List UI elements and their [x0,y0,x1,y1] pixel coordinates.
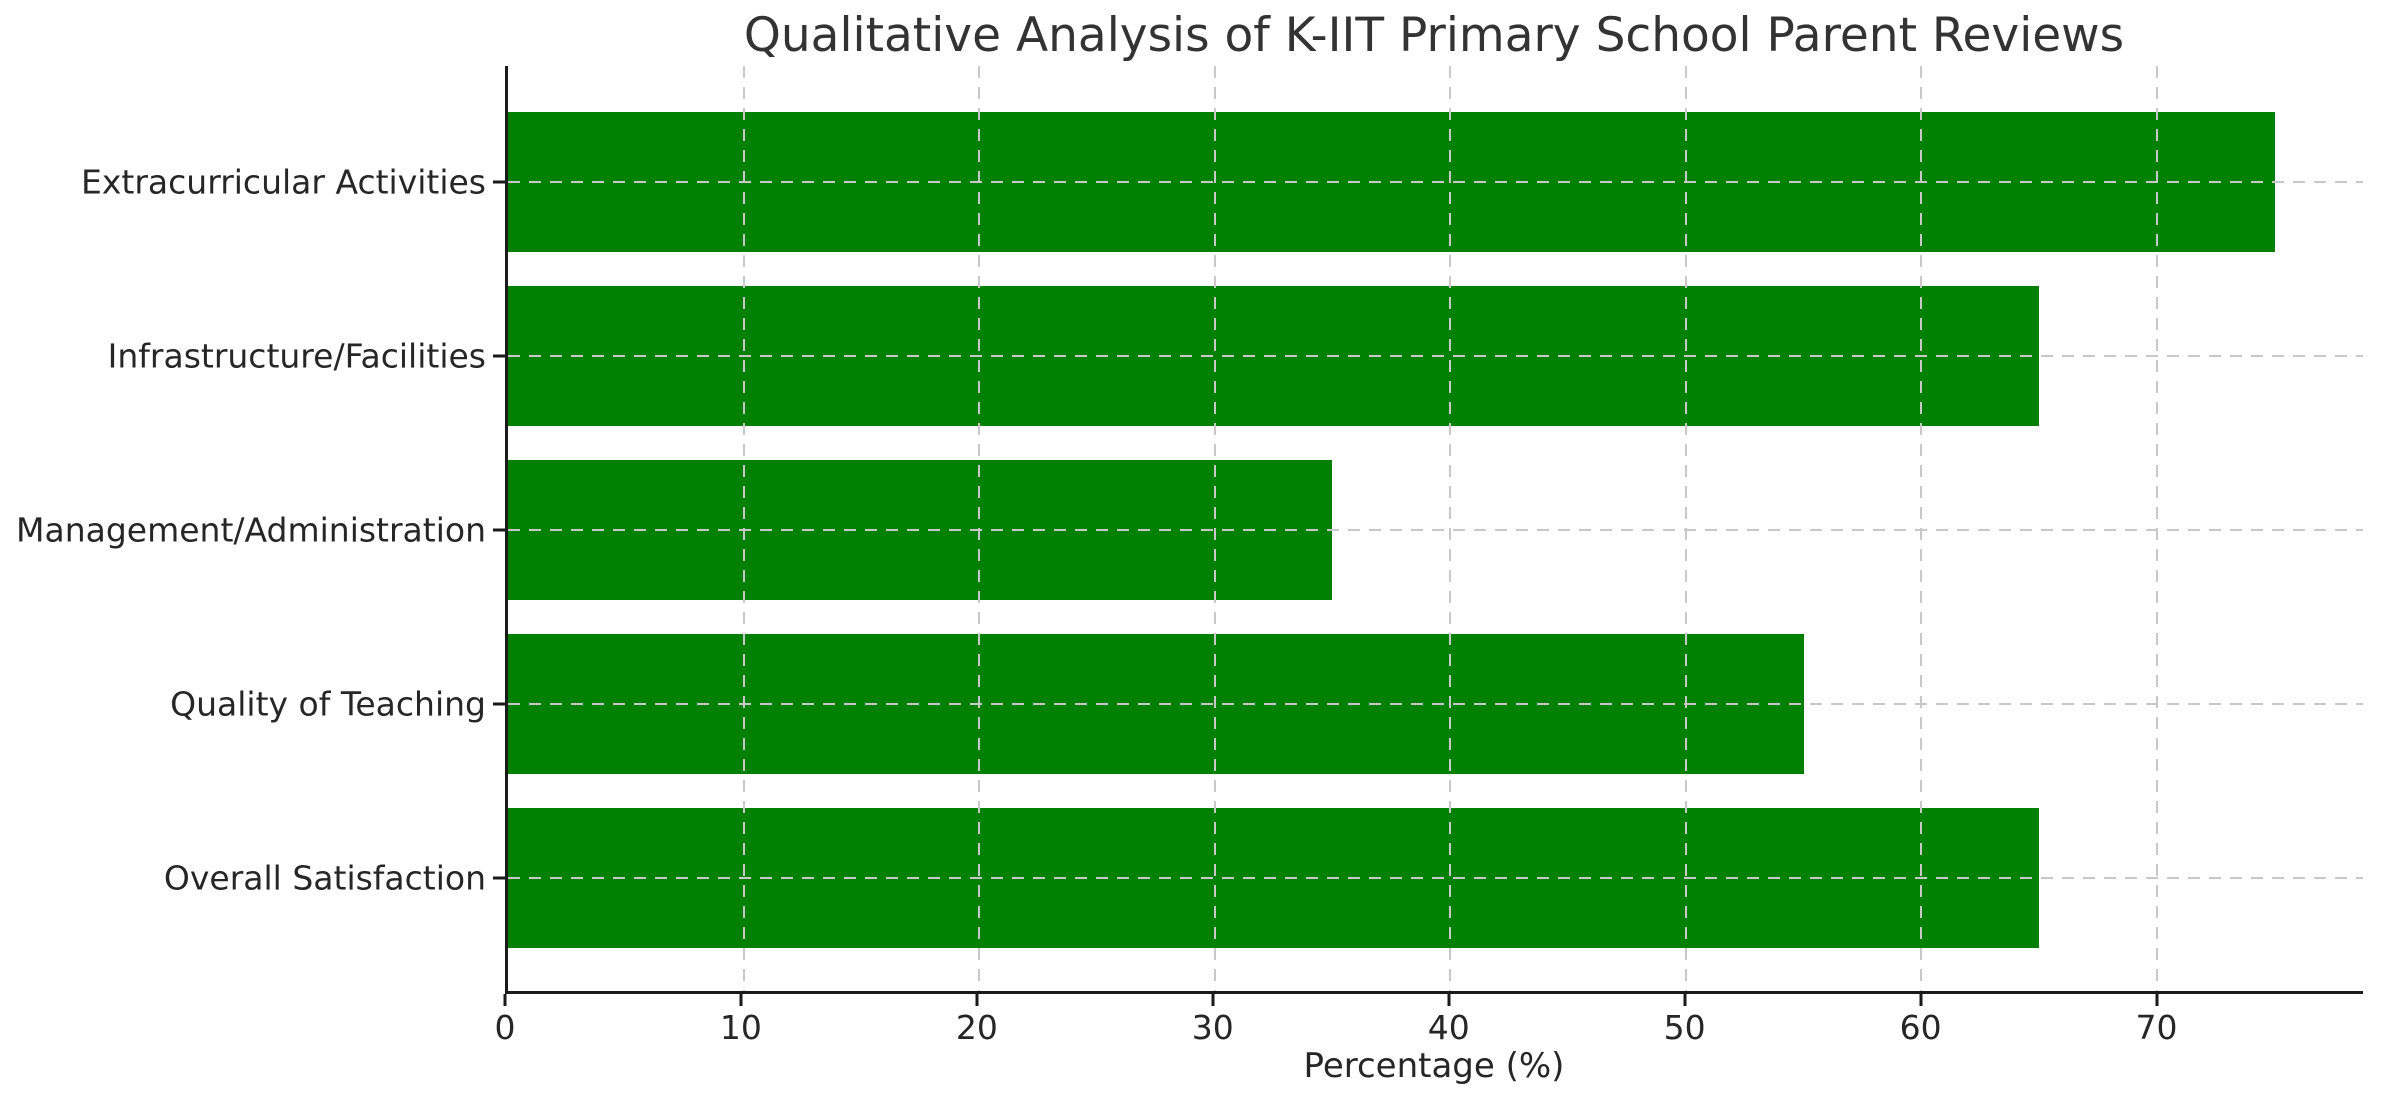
y-category-label-0: Extracurricular Activities [81,162,486,202]
gridline-x-60 [1920,66,1923,991]
chart-title: Qualitative Analysis of K-IIT Primary Sc… [743,8,2125,63]
x-tick-mark-40 [1447,994,1451,1006]
y-category-label-1: Infrastructure/Facilities [107,336,486,376]
x-tick-label-60: 60 [1899,1008,1942,1047]
gridline-y-1 [508,355,2363,357]
y-category-label-4: Overall Satisfaction [163,858,486,898]
x-tick-label-70: 70 [2135,1008,2178,1047]
plot-area [505,66,2363,994]
y-tick-mark-2 [493,528,505,532]
x-tick-mark-20 [975,994,979,1006]
x-tick-label-30: 30 [1191,1008,1234,1047]
gridline-y-3 [508,703,2363,705]
x-tick-label-0: 0 [494,1008,516,1047]
gridline-y-0 [508,181,2363,183]
gridline-x-20 [978,66,981,991]
x-tick-label-20: 20 [955,1008,998,1047]
gridline-x-70 [2155,66,2158,991]
y-tick-mark-3 [493,702,505,706]
y-tick-mark-0 [493,180,505,184]
gridline-x-50 [1684,66,1687,991]
y-tick-mark-1 [493,354,505,358]
gridline-y-2 [508,529,2363,531]
y-category-label-2: Management/Administration [16,510,486,550]
x-axis-label: Percentage (%) [1303,1046,1565,1086]
x-tick-mark-70 [2155,994,2159,1006]
x-tick-mark-30 [1211,994,1215,1006]
x-tick-label-10: 10 [719,1008,762,1047]
x-tick-mark-0 [503,994,507,1006]
y-tick-mark-4 [493,876,505,880]
x-tick-label-50: 50 [1663,1008,1706,1047]
x-tick-mark-50 [1683,994,1687,1006]
gridline-y-4 [508,877,2363,879]
x-tick-mark-60 [1919,994,1923,1006]
x-tick-label-40: 40 [1427,1008,1470,1047]
y-category-label-3: Quality of Teaching [170,684,486,724]
x-tick-mark-10 [739,994,743,1006]
gridline-x-10 [742,66,745,991]
gridline-x-30 [1213,66,1216,991]
gridline-x-40 [1449,66,1452,991]
